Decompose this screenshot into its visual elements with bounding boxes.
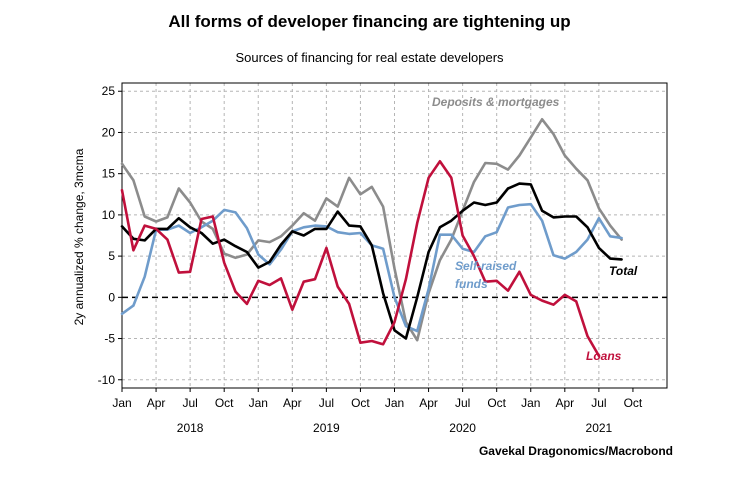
- series-line-loans: [120, 160, 601, 358]
- x-tick-label: Oct: [624, 396, 643, 410]
- chart-subtitle: Sources of financing for real estate dev…: [235, 50, 504, 65]
- series-labels: Deposits & mortgages Self-raised funds Tota…: [432, 95, 638, 363]
- x-tick-label: Jul: [319, 396, 334, 410]
- y-axis-title: 2y annualized % change, 3mcma: [72, 148, 86, 325]
- y-axis: -10 -5 0 5 10 15 20 25: [98, 84, 122, 387]
- year-label: 2018: [177, 421, 204, 435]
- series-label-total: Total: [609, 264, 638, 278]
- x-tick-label: Jan: [112, 396, 131, 410]
- year-label: 2020: [449, 421, 476, 435]
- y-tick-label: 15: [102, 167, 116, 181]
- x-tick-label: Jul: [591, 396, 606, 410]
- x-tick-label: Jan: [521, 396, 540, 410]
- x-tick-label: Jan: [385, 396, 404, 410]
- series-layer: [120, 118, 623, 358]
- chart-source: Gavekal Dragonomics/Macrobond: [478, 444, 673, 458]
- x-tick-label: Apr: [283, 396, 302, 410]
- x-tick-label: Oct: [487, 396, 506, 410]
- x-axis: Jan Apr Jul Oct Jan Apr Jul Oct Jan Apr Jul Oct Jan A…: [112, 388, 643, 435]
- x-tick-label: Oct: [215, 396, 234, 410]
- x-tick-label: Apr: [555, 396, 574, 410]
- y-tick-label: -10: [98, 373, 116, 387]
- y-tick-label: -5: [104, 332, 115, 346]
- series-label-loans: Loans: [586, 349, 622, 363]
- x-tick-label: Apr: [419, 396, 438, 410]
- y-tick-label: 5: [108, 249, 115, 263]
- x-tick-label: Jan: [249, 396, 268, 410]
- y-tick-label: 25: [102, 84, 116, 98]
- series-label-deposits-mortgages: Deposits & mortgages: [432, 95, 560, 109]
- y-tick-label: 20: [102, 125, 116, 139]
- x-tick-label: Jul: [182, 396, 197, 410]
- series-label-self-raised-funds: Self-raised funds: [455, 259, 517, 291]
- x-tick-label: Oct: [351, 396, 370, 410]
- series-line-self-raised-funds: [120, 202, 623, 333]
- y-tick-label: 10: [102, 208, 116, 222]
- year-label: 2019: [313, 421, 340, 435]
- series-line-total: [120, 182, 623, 340]
- y-tick-label: 0: [108, 290, 115, 304]
- x-tick-label: Jul: [455, 396, 470, 410]
- x-tick-label: Apr: [147, 396, 166, 410]
- year-label: 2021: [586, 421, 613, 435]
- chart-title: All forms of developer financing are tig…: [168, 12, 571, 31]
